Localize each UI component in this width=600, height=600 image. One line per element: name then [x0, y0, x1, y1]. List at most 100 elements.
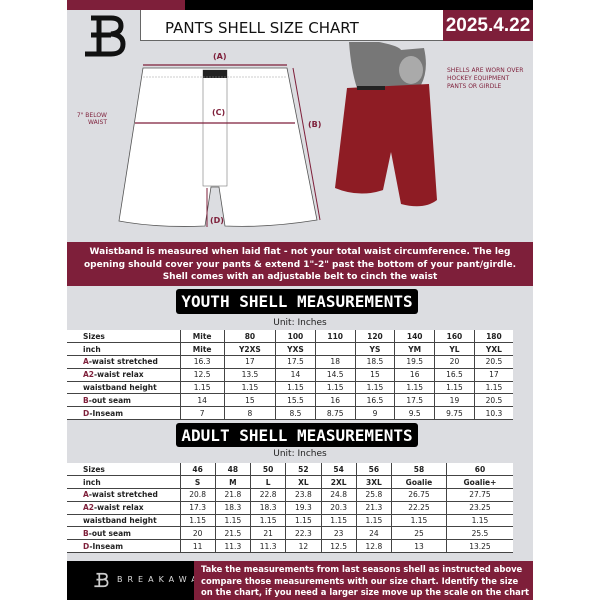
table-cell: 20.8	[179, 488, 216, 502]
pants-diagram: (A) (C) (B) (D) 7" BELOW WAIST	[67, 40, 347, 240]
table-cell: S	[179, 475, 216, 490]
table-cell: 2XL	[320, 475, 357, 490]
table-cell: 140	[394, 330, 435, 344]
row-label: inch	[67, 342, 180, 357]
table-row: waistband height 1.15 1.15 1.15 1.15 1.15 1.15…	[67, 381, 513, 395]
table-row: D-Inseam 11 11.3 11.3 12 12.5 12.8 13 13.25	[67, 539, 513, 554]
row-label-text: inch	[83, 477, 101, 487]
table-cell: 25	[391, 526, 447, 541]
row-label-text: -waist stretched	[88, 357, 158, 367]
table-cell: 1.15	[473, 381, 513, 395]
row-label-text: -waist stretched	[88, 490, 158, 500]
table-cell: 12	[285, 539, 321, 554]
table-cell	[314, 342, 356, 357]
table-cell: YXL	[473, 342, 513, 357]
table-cell: 1.15	[445, 514, 513, 528]
table-cell: 1.15	[434, 381, 475, 395]
table-cell: 12.8	[355, 539, 392, 554]
row-label-text: -Inseam	[89, 408, 124, 418]
table-cell: 20	[434, 355, 475, 369]
row-label-prefix: D	[83, 541, 90, 551]
table-cell: 17	[223, 355, 276, 369]
table-cell: 46	[179, 463, 216, 477]
table-cell: YL	[434, 342, 475, 357]
table-cell: 100	[275, 330, 316, 344]
row-label-prefix: D	[83, 408, 90, 418]
table-cell: M	[214, 475, 251, 490]
table-cell: 18.5	[354, 355, 395, 369]
table-cell: 23.25	[445, 501, 513, 515]
info-line: opening should cover your pants & extend…	[83, 259, 517, 270]
worn-over-note: SHELLS ARE WORN OVER HOCKEY EQUIPMENT PA…	[447, 67, 524, 90]
adult-unit: Unit: Inches	[273, 449, 327, 459]
table-cell: 22.3	[285, 526, 321, 541]
table-cell: 16	[394, 368, 435, 382]
table-cell: 1.15	[355, 514, 392, 528]
table-cell: YM	[394, 342, 435, 357]
table-cell: 12.5	[320, 539, 357, 554]
row-label: D-Inseam	[67, 539, 180, 554]
row-label-prefix: A	[83, 357, 89, 367]
footer-line: Take the measurements from last seasons …	[201, 564, 523, 574]
row-label-prefix: A2	[83, 370, 95, 380]
table-cell: 1.15	[320, 514, 357, 528]
table-cell: 1.15	[394, 381, 435, 395]
table-cell: 16.5	[434, 368, 475, 382]
table-cell: 20	[179, 526, 216, 541]
table-row: Sizes 46 48 50 52 54 56 58 60	[67, 463, 513, 477]
table-row: inch S M L XL 2XL 3XL Goalie Goalie+	[67, 475, 513, 490]
table-cell: 52	[285, 463, 321, 477]
footer-line: compare those measurements with our size…	[201, 575, 519, 586]
table-cell: 17	[473, 368, 513, 382]
table-row: B-out seam 20 21.5 21 22.3 23 24 25 25.5	[67, 526, 513, 541]
table-cell: XL	[285, 475, 321, 490]
row-label: D-Inseam	[67, 406, 180, 421]
row-label-text: Sizes	[83, 331, 105, 341]
table-cell: 17.3	[179, 501, 216, 515]
table-cell: 8.75	[314, 406, 356, 421]
table-cell: 21.8	[214, 488, 251, 502]
row-label: A2-waist relax	[67, 368, 180, 382]
row-label-text: -out seam	[88, 528, 131, 538]
table-cell: 21.3	[355, 501, 392, 515]
table-cell: 8.5	[275, 406, 316, 421]
row-label-prefix: B	[83, 395, 89, 405]
table-cell: 8	[223, 406, 276, 421]
table-cell: 18.3	[214, 501, 251, 515]
below-waist-note: 7" BELOW WAIST	[76, 112, 107, 126]
table-cell: 20.5	[473, 393, 513, 408]
row-label: waistband height	[67, 381, 180, 395]
table-cell: 1.15	[275, 381, 316, 395]
table-cell: 1.15	[179, 381, 225, 395]
pants-outline-icon	[118, 64, 321, 227]
table-cell: 7	[179, 406, 225, 421]
table-cell: 14.5	[314, 368, 356, 382]
table-cell: 9.5	[394, 406, 435, 421]
table-cell: 15	[223, 393, 276, 408]
table-cell: 180	[473, 330, 513, 344]
table-cell: 48	[214, 463, 251, 477]
row-label: Sizes	[67, 463, 180, 477]
table-cell: 22.25	[391, 501, 447, 515]
table-cell: Goalie	[391, 475, 447, 490]
row-label: A-waist stretched	[67, 355, 180, 369]
table-cell: 3XL	[355, 475, 392, 490]
table-cell: Mite	[179, 330, 225, 344]
table-row: Sizes Mite 80 100 110 120 140 160 180	[67, 330, 513, 344]
table-cell: 56	[355, 463, 392, 477]
table-cell: 18	[314, 355, 356, 369]
table-cell: 1.15	[314, 381, 356, 395]
table-cell: 21.5	[214, 526, 251, 541]
breakaway-logo-icon	[85, 15, 126, 57]
table-cell: 22.8	[249, 488, 286, 502]
table-cell: 110	[314, 330, 356, 344]
table-cell: 11.3	[214, 539, 251, 554]
table-cell: 25.8	[355, 488, 392, 502]
table-cell: 120	[354, 330, 395, 344]
top-bar-accent	[67, 0, 185, 10]
row-label: Sizes	[67, 330, 180, 344]
footer-line: on the chart, if you need a larger size …	[201, 587, 529, 597]
table-cell: 25.5	[445, 526, 513, 541]
table-cell: 1.15	[249, 514, 286, 528]
row-label-prefix: A2	[83, 503, 95, 513]
